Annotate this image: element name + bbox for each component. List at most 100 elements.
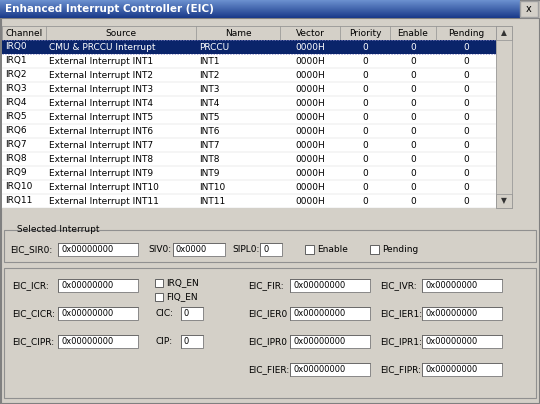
Text: 0: 0	[463, 154, 469, 164]
Bar	[260, 243, 282, 256]
Bar	[0, 4, 518, 5]
Text: Name: Name	[225, 29, 251, 38]
Text: 0: 0	[362, 71, 368, 80]
Text: 0: 0	[410, 141, 416, 149]
Text: External Interrupt INT1: External Interrupt INT1	[49, 57, 153, 65]
Text: 0x00000000: 0x00000000	[425, 337, 477, 346]
Text: 0: 0	[362, 168, 368, 177]
Text: 0: 0	[362, 99, 368, 107]
Text: EIC_IPR0: EIC_IPR0	[248, 337, 287, 347]
Text: External Interrupt INT9: External Interrupt INT9	[49, 168, 153, 177]
Text: Pending: Pending	[382, 246, 418, 255]
Bar	[0, 7, 520, 8]
Text: 0: 0	[362, 141, 368, 149]
Text: 0: 0	[184, 309, 189, 318]
Text: 0: 0	[463, 141, 469, 149]
Bar	[290, 279, 370, 292]
Text: 0: 0	[410, 112, 416, 122]
Bar	[0, 17, 518, 18]
Text: 0000H: 0000H	[295, 196, 325, 206]
Bar	[496, 194, 512, 208]
Bar	[181, 307, 203, 320]
Text: 0: 0	[410, 154, 416, 164]
Text: EIC_SIR0:: EIC_SIR0:	[10, 246, 52, 255]
Bar	[290, 363, 370, 376]
Text: 0: 0	[463, 183, 469, 191]
Bar	[2, 26, 46, 40]
Bar	[0, 13, 520, 14]
Bar	[46, 26, 196, 40]
Text: Vector: Vector	[295, 29, 325, 38]
Bar	[0, 3, 520, 4]
Text: 0x00000000: 0x00000000	[293, 309, 345, 318]
Text: 0x00000000: 0x00000000	[293, 281, 345, 290]
Bar	[2, 180, 496, 194]
Bar	[58, 243, 138, 256]
Bar	[4, 230, 536, 262]
Bar	[155, 279, 163, 287]
Bar	[0, 4, 520, 5]
Bar	[155, 293, 163, 301]
Bar	[422, 307, 502, 320]
Text: External Interrupt INT4: External Interrupt INT4	[49, 99, 153, 107]
Bar	[2, 166, 496, 180]
Text: 0: 0	[463, 196, 469, 206]
Text: ▲: ▲	[501, 29, 507, 38]
Bar	[0, 13, 518, 14]
Text: External Interrupt INT2: External Interrupt INT2	[49, 71, 153, 80]
Text: INT5: INT5	[199, 112, 219, 122]
Text: External Interrupt INT3: External Interrupt INT3	[49, 84, 153, 93]
Text: 0000H: 0000H	[295, 126, 325, 135]
Text: 0x00000000: 0x00000000	[425, 309, 477, 318]
Text: INT6: INT6	[199, 126, 219, 135]
Text: IRQ1: IRQ1	[5, 57, 26, 65]
Bar	[305, 245, 314, 254]
Bar	[0, 11, 518, 12]
Bar	[196, 26, 280, 40]
Text: IRQ11: IRQ11	[5, 196, 32, 206]
Bar	[0, 7, 518, 8]
Bar	[0, 0, 520, 18]
Text: External Interrupt INT7: External Interrupt INT7	[49, 141, 153, 149]
Text: 0000H: 0000H	[295, 112, 325, 122]
Text: 0: 0	[463, 42, 469, 51]
Text: External Interrupt INT11: External Interrupt INT11	[49, 196, 159, 206]
Text: 0x00000000: 0x00000000	[61, 337, 113, 346]
Bar	[2, 26, 496, 40]
Text: INT10: INT10	[199, 183, 225, 191]
Bar	[390, 26, 436, 40]
Text: External Interrupt INT8: External Interrupt INT8	[49, 154, 153, 164]
Text: INT11: INT11	[199, 196, 225, 206]
Bar	[436, 26, 496, 40]
Text: 0: 0	[410, 183, 416, 191]
Bar	[496, 26, 512, 40]
Text: EIC_FIER:: EIC_FIER:	[248, 366, 289, 375]
Bar	[0, 2, 520, 3]
Bar	[0, 16, 518, 17]
Bar	[2, 96, 496, 110]
Bar	[0, 15, 520, 16]
Bar	[58, 307, 138, 320]
Text: EIC_FIR:: EIC_FIR:	[248, 282, 284, 290]
Text: 0: 0	[463, 112, 469, 122]
Bar	[422, 363, 502, 376]
Text: EIC_IVR:: EIC_IVR:	[380, 282, 417, 290]
Text: IRQ10: IRQ10	[5, 183, 32, 191]
Bar	[58, 279, 138, 292]
Text: 0: 0	[463, 71, 469, 80]
Text: 0: 0	[410, 57, 416, 65]
Text: External Interrupt INT6: External Interrupt INT6	[49, 126, 153, 135]
Text: IRQ3: IRQ3	[5, 84, 26, 93]
Text: 0x00000000: 0x00000000	[61, 281, 113, 290]
Text: 0000H: 0000H	[295, 57, 325, 65]
Text: INT8: INT8	[199, 154, 219, 164]
Text: 0x00000000: 0x00000000	[61, 245, 113, 254]
Bar	[2, 194, 496, 208]
Text: 0000H: 0000H	[295, 141, 325, 149]
Bar	[0, 11, 520, 12]
Text: IRQ5: IRQ5	[5, 112, 26, 122]
Text: x: x	[526, 4, 532, 14]
Bar	[0, 8, 520, 9]
Text: 0000H: 0000H	[295, 183, 325, 191]
Bar	[58, 335, 138, 348]
